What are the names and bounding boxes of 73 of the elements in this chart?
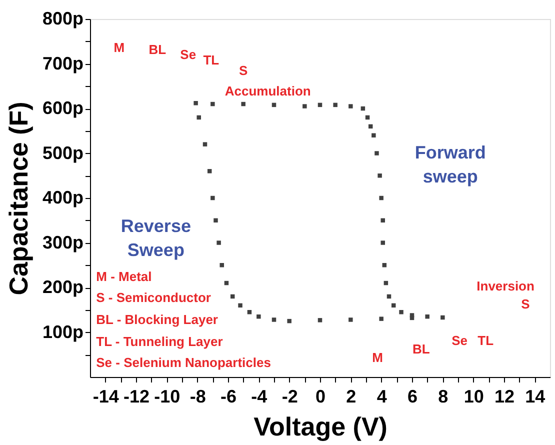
point — [425, 314, 430, 319]
x-tick-label: 12 — [494, 386, 515, 406]
y-tick-label: 200p — [42, 277, 84, 297]
y-tick-label: 700p — [42, 53, 84, 74]
annotation: Se — [180, 46, 196, 62]
x-tick-label: 14 — [525, 386, 546, 406]
point — [372, 133, 376, 138]
annotation: Se — [452, 333, 468, 348]
point — [210, 196, 215, 200]
point — [380, 218, 385, 222]
point — [256, 314, 261, 319]
x-axis-title: Voltage (V) — [254, 412, 388, 442]
x-tick-label: 10 — [464, 386, 484, 406]
annotation: BL - Blocking Layer — [96, 312, 218, 328]
annotation: Inversion — [476, 278, 534, 294]
y-tick-label: 800p — [42, 8, 84, 28]
point — [348, 318, 353, 322]
annotation: M — [114, 40, 125, 56]
annotation: TL — [478, 333, 494, 348]
point — [210, 102, 215, 106]
annotation: Forward sweep — [414, 142, 486, 186]
point — [216, 240, 221, 245]
annotation: M — [372, 350, 383, 366]
x-tick-label: -10 — [154, 386, 180, 406]
point — [202, 142, 208, 146]
annotation: S — [521, 296, 530, 312]
annotation: S — [238, 62, 248, 78]
x-tick-label: 4 — [376, 386, 387, 406]
point — [214, 218, 218, 222]
point — [348, 104, 353, 108]
y-tick-label: 500p — [42, 142, 84, 163]
annotation: M - Metal — [96, 268, 152, 284]
annotation: Accumulation — [224, 83, 311, 98]
x-tick-label: -8 — [190, 386, 206, 406]
x-tick-label: -4 — [251, 386, 268, 406]
point — [318, 318, 322, 322]
annotation: BL — [148, 42, 166, 57]
point — [196, 115, 201, 120]
point — [302, 104, 307, 108]
annotation: S - Semiconductor — [96, 290, 211, 306]
y-tick-label: 100p — [42, 322, 84, 342]
point — [220, 263, 224, 268]
y-tick-label: 300p — [42, 232, 84, 252]
annotation: BL — [412, 341, 430, 356]
point — [194, 101, 198, 106]
point — [380, 240, 385, 245]
annotation: TL - Tunneling Layer — [96, 334, 223, 350]
x-tick-label: -14 — [92, 386, 119, 406]
annotation: Se - Selenium Nanoparticles — [96, 355, 271, 370]
x-tick-label: 8 — [438, 386, 448, 406]
x-tick-label: 2 — [346, 386, 356, 406]
point — [379, 316, 384, 321]
point — [333, 102, 338, 108]
y-tick-label: 400p — [42, 188, 84, 208]
point — [238, 303, 242, 308]
point — [374, 151, 379, 156]
x-tick-label: -12 — [123, 386, 150, 406]
annotation: TL — [203, 52, 220, 68]
x-tick-label: 6 — [407, 386, 418, 406]
point — [440, 315, 445, 320]
point — [207, 169, 212, 174]
y-tick-label: 600p — [42, 98, 84, 118]
point — [272, 318, 276, 322]
point — [399, 310, 404, 314]
x-tick-label: -6 — [220, 386, 237, 406]
y-axis-title: Capacitance (F) — [3, 102, 34, 296]
point — [379, 196, 384, 200]
point — [241, 102, 246, 106]
point — [378, 174, 382, 178]
point — [287, 318, 292, 324]
x-tick-label: 0 — [315, 386, 326, 406]
x-tick-label: -2 — [282, 386, 298, 406]
annotation: Reverse Sweep — [120, 216, 191, 260]
